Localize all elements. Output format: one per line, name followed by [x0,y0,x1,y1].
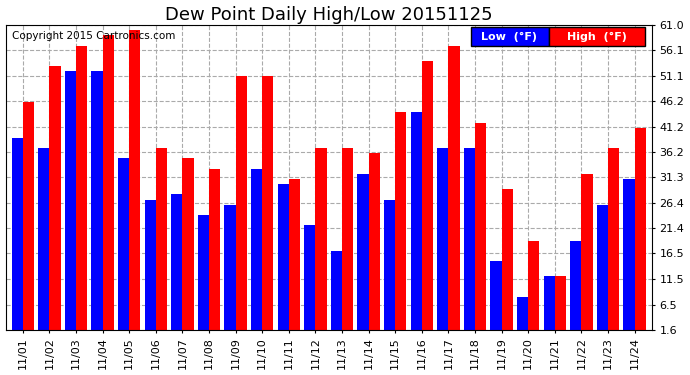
Bar [475,123,486,338]
Bar [570,240,582,338]
Bar [464,148,475,338]
Bar [145,200,156,338]
Bar [171,194,182,338]
Bar [118,159,129,338]
Bar [289,179,300,338]
Bar [65,71,76,338]
Bar [103,35,114,338]
Title: Dew Point Daily High/Low 20151125: Dew Point Daily High/Low 20151125 [165,6,493,24]
Bar [597,205,608,338]
Bar [502,189,513,338]
Bar [582,174,593,338]
Bar [315,148,326,338]
Bar [544,276,555,338]
Bar [304,225,315,338]
Bar [608,148,619,338]
Bar [357,174,368,338]
Bar [277,184,289,338]
Bar [368,153,380,338]
Bar [624,179,635,338]
Bar [342,148,353,338]
Bar [555,276,566,338]
Bar [448,46,460,338]
Bar [635,128,646,338]
Bar [517,297,529,338]
Bar [422,61,433,338]
Bar [92,71,103,338]
Bar [331,251,342,338]
Bar [50,66,61,338]
Bar [198,215,209,338]
Bar [395,112,406,338]
Bar [12,138,23,338]
Bar [129,30,141,338]
Bar [23,102,34,338]
Bar [156,148,167,338]
Bar [38,148,50,338]
Bar [529,240,540,338]
Bar [437,148,448,338]
Bar [182,159,194,338]
Bar [76,46,87,338]
Bar [251,169,262,338]
Bar [384,200,395,338]
Bar [262,76,273,338]
Bar [491,261,502,338]
Bar [209,169,220,338]
Text: Copyright 2015 Cartronics.com: Copyright 2015 Cartronics.com [12,31,175,41]
Bar [224,205,236,338]
Bar [411,112,422,338]
Bar [236,76,247,338]
